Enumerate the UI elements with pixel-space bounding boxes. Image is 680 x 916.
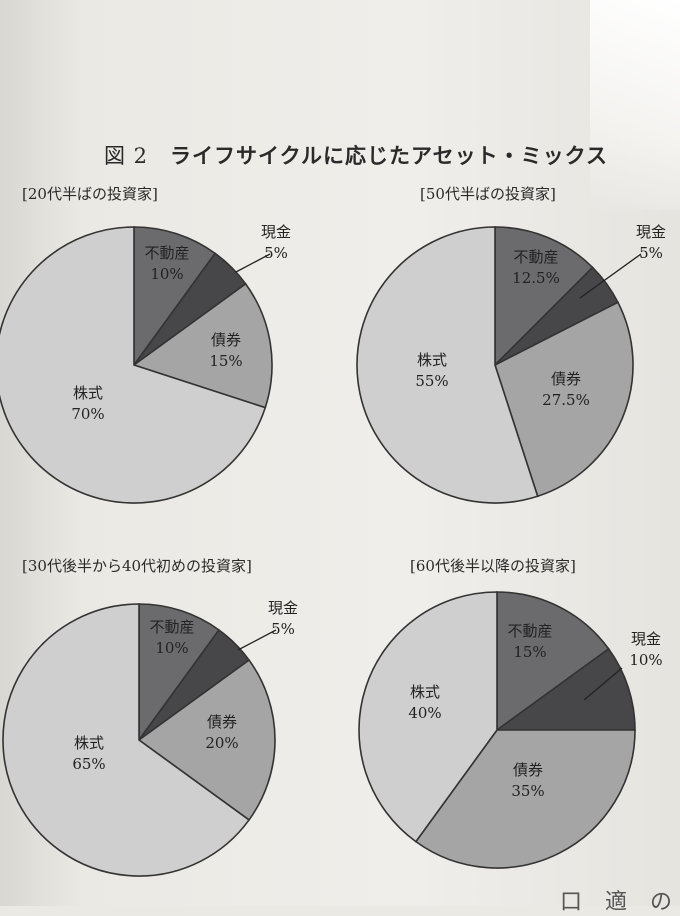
figure-title-text: ライフサイクルに応じたアセット・ミックス <box>170 143 608 168</box>
slice-label-name: 不動産 <box>144 244 189 262</box>
slice-label-name: 不動産 <box>149 618 194 636</box>
chart-2-title: [50代半ばの投資家] <box>420 185 556 203</box>
callout-line <box>583 667 623 701</box>
slice-label-name: 株式 <box>417 351 447 369</box>
callout-line <box>235 253 271 273</box>
pie-slice-株式 <box>358 591 498 843</box>
bottom-body-text: 口 適 の <box>560 890 680 915</box>
pie-chart-3: 不動産 10% 現金 5% 債券 20% 株式 65% <box>2 599 298 877</box>
page-corner <box>590 0 680 210</box>
slice-label-name: 現金 <box>631 630 661 648</box>
pie-slice-不動産 <box>496 591 610 732</box>
slice-label-name: 債券 <box>551 370 581 388</box>
pie-slice-不動産 <box>494 226 594 367</box>
slice-label-value: 10% <box>150 265 183 283</box>
pie-slice-現金 <box>494 647 636 731</box>
slice-label-value: 20% <box>205 734 238 752</box>
slice-label-name: 不動産 <box>507 622 552 640</box>
pie-slice-債券 <box>132 282 273 409</box>
slice-label-name: 現金 <box>261 223 291 241</box>
chart-3-title: [30代後半から40代初めの投資家] <box>22 557 252 575</box>
slice-label-value: 35% <box>511 782 544 800</box>
slice-label-value: 40% <box>408 704 441 722</box>
pie-slice-債券 <box>137 658 276 822</box>
slice-label-value: 10% <box>629 651 662 669</box>
slice-label-value: 10% <box>155 639 188 657</box>
slice-label-value: 5% <box>271 620 295 638</box>
slice-label-name: 債券 <box>211 331 241 349</box>
pie-chart-1: 不動産 10% 現金 5% 債券 15% 株式 70% <box>0 223 291 504</box>
figure-number: 図 2 <box>104 144 149 168</box>
pie-slice-株式 <box>0 226 267 504</box>
slice-label-value: 15% <box>209 352 242 370</box>
chart-1-title: [20代半ばの投資家] <box>22 185 158 203</box>
slice-label-value: 55% <box>415 372 448 390</box>
slice-label-value: 27.5% <box>542 391 590 409</box>
callout-line <box>237 629 277 651</box>
slice-label-name: 現金 <box>636 223 666 241</box>
slice-label-value: 12.5% <box>512 269 560 287</box>
slice-label-value: 5% <box>639 244 663 262</box>
pie-slice-株式 <box>2 603 251 877</box>
slice-label-value: 15% <box>513 643 546 661</box>
pie-slice-不動産 <box>133 226 217 368</box>
pie-chart-4: 不動産 15% 現金 10% 債券 35% 株式 40% <box>358 591 663 869</box>
callout-line <box>579 253 642 299</box>
slice-label-name: 株式 <box>74 734 104 752</box>
slice-label-value: 5% <box>264 244 288 262</box>
slice-label-name: 債券 <box>207 713 237 731</box>
pie-slice-債券 <box>414 729 636 869</box>
slice-label-name: 現金 <box>268 599 298 617</box>
figure-title: 図 2 ライフサイクルに応じたアセット・ミックス <box>104 140 608 170</box>
pie-chart-2: 不動産 12.5% 現金 5% 債券 27.5% 株式 55% <box>356 223 666 504</box>
slice-label-value: 65% <box>72 755 105 773</box>
slice-label-name: 株式 <box>73 384 103 402</box>
chart-4-title: [60代後半以降の投資家] <box>410 557 576 575</box>
pie-slice-債券 <box>494 301 634 498</box>
pie-slice-不動産 <box>138 603 221 743</box>
slice-label-name: 不動産 <box>513 248 558 266</box>
slice-label-name: 株式 <box>410 683 440 701</box>
pie-slice-株式 <box>356 226 539 504</box>
slice-label-name: 債券 <box>513 761 543 779</box>
slice-label-value: 70% <box>71 405 104 423</box>
